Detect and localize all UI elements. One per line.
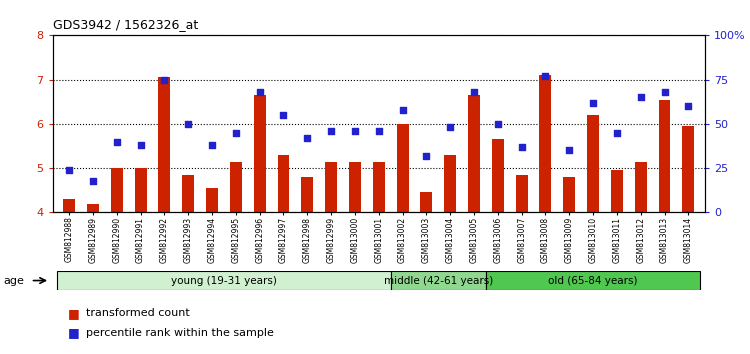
- Bar: [539, 75, 551, 212]
- Text: ■: ■: [68, 307, 80, 320]
- Bar: [302, 177, 313, 212]
- Point: [111, 139, 123, 144]
- Point: [634, 95, 646, 100]
- Text: age: age: [4, 276, 25, 286]
- Text: percentile rank within the sample: percentile rank within the sample: [86, 328, 274, 338]
- Bar: [373, 161, 385, 212]
- Bar: [135, 168, 146, 212]
- Text: transformed count: transformed count: [86, 308, 190, 318]
- Bar: [182, 175, 194, 212]
- Bar: [326, 161, 337, 212]
- Point: [349, 128, 361, 134]
- Point: [587, 100, 599, 105]
- Bar: [444, 155, 456, 212]
- Bar: [421, 193, 432, 212]
- Bar: [206, 188, 218, 212]
- Bar: [468, 95, 480, 212]
- Point: [325, 128, 337, 134]
- Text: young (19-31 years): young (19-31 years): [171, 275, 277, 286]
- Bar: [391, 271, 486, 290]
- Point: [682, 103, 694, 109]
- Text: ■: ■: [68, 326, 80, 339]
- Bar: [486, 271, 700, 290]
- Bar: [516, 175, 527, 212]
- Bar: [111, 168, 123, 212]
- Point: [206, 142, 218, 148]
- Point: [134, 142, 146, 148]
- Point: [563, 148, 575, 153]
- Point: [611, 130, 623, 136]
- Point: [182, 121, 194, 127]
- Bar: [397, 124, 409, 212]
- Bar: [563, 177, 575, 212]
- Point: [516, 144, 528, 150]
- Bar: [634, 161, 646, 212]
- Bar: [587, 115, 599, 212]
- Text: middle (42-61 years): middle (42-61 years): [384, 275, 493, 286]
- Point: [254, 89, 266, 95]
- Point: [658, 89, 670, 95]
- Bar: [278, 155, 290, 212]
- Bar: [158, 78, 170, 212]
- Bar: [682, 126, 694, 212]
- Point: [539, 73, 551, 79]
- Bar: [57, 271, 391, 290]
- Text: old (65-84 years): old (65-84 years): [548, 275, 638, 286]
- Point: [421, 153, 433, 159]
- Point: [230, 130, 242, 136]
- Point: [468, 89, 480, 95]
- Point: [492, 121, 504, 127]
- Bar: [492, 139, 504, 212]
- Point: [302, 135, 313, 141]
- Bar: [63, 199, 75, 212]
- Bar: [230, 161, 242, 212]
- Point: [87, 178, 99, 183]
- Bar: [254, 95, 266, 212]
- Bar: [87, 204, 99, 212]
- Bar: [658, 99, 670, 212]
- Point: [373, 128, 385, 134]
- Point: [397, 107, 409, 113]
- Point: [63, 167, 75, 173]
- Bar: [349, 161, 361, 212]
- Point: [158, 77, 170, 82]
- Point: [278, 112, 290, 118]
- Point: [444, 125, 456, 130]
- Bar: [611, 170, 622, 212]
- Text: GDS3942 / 1562326_at: GDS3942 / 1562326_at: [53, 18, 198, 31]
